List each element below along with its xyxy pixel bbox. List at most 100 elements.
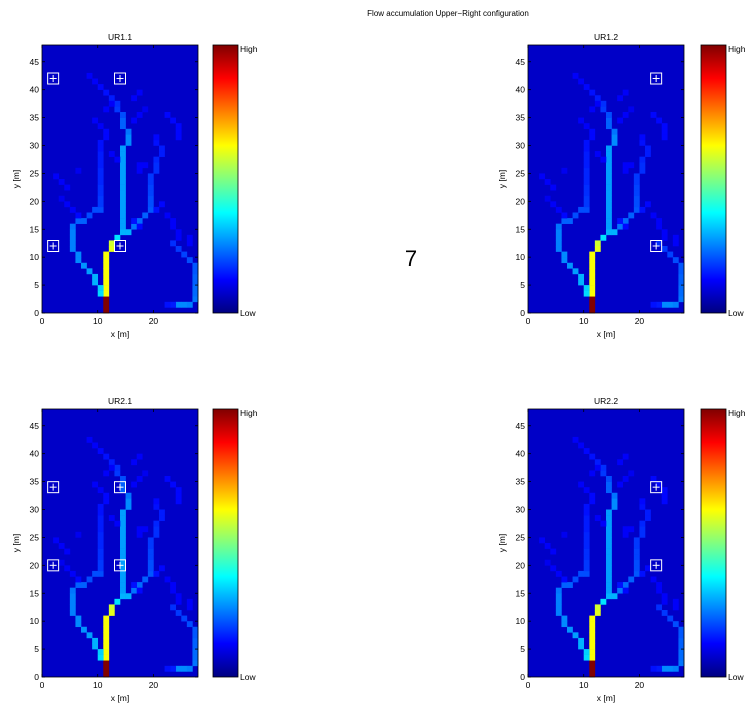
heatmap-cell bbox=[583, 520, 590, 527]
marker-icon bbox=[47, 559, 60, 572]
heatmap-cell bbox=[164, 665, 171, 672]
heatmap-cell bbox=[606, 117, 612, 124]
heatmap-cell bbox=[147, 190, 154, 197]
heatmap-cell bbox=[583, 84, 590, 90]
heatmap-cell bbox=[120, 201, 126, 208]
heatmap-cell bbox=[125, 498, 132, 505]
heatmap-cell bbox=[103, 128, 110, 135]
heatmap-cell bbox=[606, 531, 612, 538]
heatmap-cell bbox=[103, 621, 110, 628]
heatmap-cell bbox=[108, 515, 115, 521]
heatmap-cell bbox=[622, 587, 629, 594]
heatmap-cell bbox=[628, 576, 635, 583]
colorbar-high-label: High bbox=[728, 44, 746, 54]
heatmap-cell bbox=[136, 223, 143, 230]
heatmap-cell bbox=[159, 145, 165, 152]
heatmap-cell bbox=[544, 543, 551, 549]
heatmap-cell bbox=[656, 582, 663, 588]
heatmap-cell bbox=[667, 665, 674, 672]
heatmap-cell bbox=[561, 257, 568, 264]
heatmap-cell bbox=[578, 637, 585, 644]
heatmap-cell bbox=[583, 526, 590, 533]
heatmap-cell bbox=[131, 95, 138, 102]
heatmap-cell bbox=[175, 128, 182, 135]
heatmap-cell bbox=[633, 548, 640, 555]
heatmap-cell bbox=[611, 229, 618, 236]
heatmap-cell bbox=[555, 234, 562, 241]
heatmap-cell bbox=[550, 548, 557, 555]
heatmap-cell bbox=[578, 279, 585, 286]
heatmap-cell bbox=[175, 123, 182, 130]
heatmap-cell bbox=[606, 570, 612, 577]
colorbar: High Low bbox=[700, 408, 746, 682]
heatmap-cell bbox=[578, 442, 585, 449]
heatmap-cell bbox=[589, 643, 596, 650]
heatmap-cell bbox=[147, 554, 154, 561]
heatmap-cell bbox=[114, 598, 121, 605]
heatmap-cell bbox=[606, 582, 612, 588]
heatmap-cell bbox=[678, 296, 685, 303]
heatmap-cell bbox=[142, 526, 149, 533]
heatmap-cell bbox=[159, 565, 165, 572]
heatmap-cell bbox=[114, 100, 121, 107]
heatmap-cell bbox=[175, 246, 182, 252]
heatmap-cell bbox=[606, 184, 612, 191]
marker-icon bbox=[114, 559, 126, 572]
heatmap-cell bbox=[142, 162, 149, 169]
figure-title: Flow accumulation Upper−Right configurat… bbox=[367, 9, 529, 18]
heatmap-cell bbox=[120, 548, 126, 555]
heatmap-cell bbox=[147, 206, 154, 213]
heatmap-cell bbox=[159, 515, 165, 521]
heatmap-cell bbox=[108, 100, 115, 107]
heatmap-cell bbox=[147, 184, 154, 191]
heatmap-cell bbox=[103, 654, 110, 661]
heatmap-cell bbox=[606, 195, 612, 202]
heatmap-cell bbox=[97, 654, 104, 661]
heatmap-cell bbox=[147, 537, 154, 544]
y-tick-label: 40 bbox=[516, 85, 526, 95]
heatmap-cell bbox=[120, 570, 126, 577]
heatmap-cell bbox=[120, 173, 126, 180]
heatmap-cell bbox=[192, 660, 199, 667]
heatmap-cell bbox=[678, 273, 685, 280]
heatmap-cell bbox=[147, 173, 154, 180]
heatmap-cell bbox=[583, 145, 590, 152]
heatmap-cell bbox=[589, 257, 596, 264]
heatmap-cell bbox=[589, 660, 596, 667]
y-tick-label: 40 bbox=[30, 449, 40, 459]
heatmap-cell bbox=[561, 251, 568, 258]
axes-frame bbox=[527, 44, 685, 314]
heatmap-cell bbox=[639, 162, 646, 169]
heatmap-cell bbox=[103, 649, 110, 655]
heatmap-cell bbox=[578, 481, 585, 488]
heatmap-cell bbox=[583, 184, 590, 191]
heatmap-cell bbox=[181, 301, 188, 308]
heatmap-cell bbox=[175, 498, 182, 505]
heatmap-cell bbox=[600, 598, 607, 605]
heatmap-cell bbox=[92, 206, 99, 213]
panel-title: UR1.2 bbox=[594, 32, 618, 42]
heatmap-cell bbox=[69, 593, 76, 600]
heatmap-cell bbox=[589, 301, 596, 308]
heatmap-cell bbox=[633, 559, 640, 566]
heatmap-cell bbox=[600, 520, 607, 527]
heatmap-cell bbox=[120, 145, 126, 152]
heatmap-cell bbox=[606, 565, 612, 572]
heatmap-cell bbox=[617, 582, 624, 588]
x-tick-label: 20 bbox=[635, 680, 645, 690]
heatmap-cell bbox=[97, 570, 104, 577]
heatmap-cell bbox=[97, 151, 104, 157]
heatmap-cell bbox=[583, 487, 590, 494]
heatmap-cell bbox=[561, 212, 568, 219]
heatmap-cell bbox=[75, 167, 82, 174]
heatmap-cell bbox=[567, 626, 573, 633]
heatmap-cell bbox=[103, 251, 110, 258]
panel-4: 0 5 10 15 20 25 30 35 40 45 0 10 20 UR2.2 x [m] y [m] Hi… bbox=[497, 396, 746, 703]
heatmap-cell bbox=[589, 262, 596, 269]
heatmap-cell bbox=[120, 162, 126, 169]
heatmap-cell bbox=[170, 223, 177, 230]
heatmap-cell bbox=[103, 498, 110, 505]
y-tick-label: 0 bbox=[34, 308, 39, 318]
heatmap-cell bbox=[594, 604, 601, 611]
heatmap-cell bbox=[75, 576, 82, 583]
